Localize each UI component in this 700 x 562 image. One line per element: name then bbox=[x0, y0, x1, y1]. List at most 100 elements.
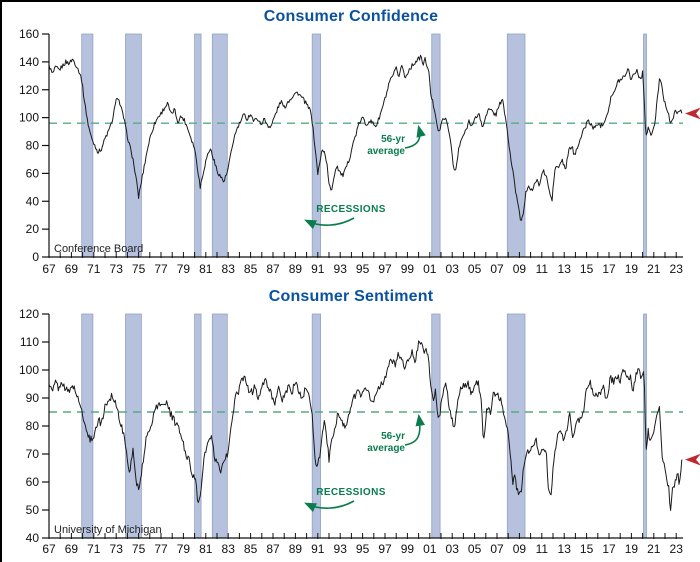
y-axis-tick-label: 120 bbox=[19, 83, 39, 97]
x-axis-tick-label: 83 bbox=[222, 542, 236, 556]
x-axis-tick-label: 05 bbox=[468, 262, 482, 276]
x-axis-tick-label: 01 bbox=[423, 262, 437, 276]
average-annotation-arrow bbox=[404, 413, 426, 446]
x-axis-tick-label: 99 bbox=[401, 542, 415, 556]
recession-band bbox=[643, 33, 647, 258]
recession-band bbox=[81, 313, 94, 539]
x-axis-tick-label: 75 bbox=[132, 262, 146, 276]
series-line bbox=[48, 54, 683, 221]
x-axis-tick-label: 97 bbox=[378, 262, 392, 276]
x-axis-tick-label: 97 bbox=[378, 542, 392, 556]
x-axis-tick-label: 19 bbox=[625, 262, 639, 276]
recession-band bbox=[311, 313, 322, 539]
latest-value-arrow-icon bbox=[685, 107, 700, 120]
x-axis-tick-label: 77 bbox=[154, 262, 168, 276]
x-axis-tick-label: 81 bbox=[199, 542, 213, 556]
recession-band bbox=[211, 313, 228, 539]
source-label: Conference Board bbox=[54, 243, 143, 255]
x-axis-tick-label: 03 bbox=[446, 542, 460, 556]
y-axis-tick-label: 40 bbox=[26, 531, 40, 545]
x-axis-tick-label: 85 bbox=[244, 262, 258, 276]
x-axis-tick-label: 09 bbox=[513, 542, 527, 556]
x-axis-tick-label: 05 bbox=[468, 542, 482, 556]
x-axis-tick-label: 21 bbox=[647, 542, 661, 556]
x-axis-tick-label: 19 bbox=[625, 542, 639, 556]
x-axis-tick-label: 73 bbox=[110, 542, 124, 556]
x-axis-tick-label: 09 bbox=[513, 262, 527, 276]
x-axis-tick-label: 91 bbox=[311, 262, 325, 276]
recession-band bbox=[194, 33, 202, 258]
chart-title-consumer-confidence: Consumer Confidence bbox=[263, 8, 439, 25]
x-axis-tick-label: 13 bbox=[558, 262, 572, 276]
x-axis-tick-label: 93 bbox=[334, 262, 348, 276]
y-axis-tick-label: 80 bbox=[26, 419, 40, 433]
recession-band bbox=[506, 33, 526, 258]
y-axis-tick-label: 110 bbox=[20, 335, 39, 349]
x-axis-tick-label: 87 bbox=[266, 262, 280, 276]
recession-band bbox=[431, 313, 441, 539]
x-axis-tick-label: 91 bbox=[311, 542, 325, 556]
y-axis-tick-label: 60 bbox=[26, 475, 40, 489]
x-axis-tick-label: 89 bbox=[289, 262, 303, 276]
x-axis-tick-label: 95 bbox=[356, 262, 370, 276]
x-axis-tick-label: 07 bbox=[490, 542, 504, 556]
x-axis-tick-label: 11 bbox=[536, 262, 549, 276]
x-axis-tick-label: 79 bbox=[177, 542, 191, 556]
recession-band bbox=[125, 33, 142, 258]
x-axis-tick-label: 15 bbox=[580, 542, 594, 556]
x-axis-tick-label: 93 bbox=[334, 542, 348, 556]
x-axis-tick-label: 17 bbox=[602, 542, 616, 556]
average-annotation-text: 56-yr bbox=[381, 134, 405, 145]
recession-band bbox=[506, 313, 526, 539]
x-axis-tick-label: 83 bbox=[222, 262, 236, 276]
x-axis-tick-label: 87 bbox=[266, 542, 280, 556]
y-axis-tick-label: 100 bbox=[19, 111, 39, 125]
recessions-annotation-text: RECESSIONS bbox=[316, 204, 386, 215]
x-axis-tick-label: 69 bbox=[65, 542, 79, 556]
x-axis-tick-label: 71 bbox=[87, 262, 101, 276]
y-axis-tick-label: 160 bbox=[19, 27, 39, 41]
y-axis-tick-label: 80 bbox=[26, 139, 40, 153]
average-annotation-text: 56-yr bbox=[381, 431, 405, 442]
y-axis-tick-label: 140 bbox=[19, 55, 39, 69]
y-axis-tick-label: 60 bbox=[26, 166, 40, 180]
x-axis-tick-label: 73 bbox=[110, 262, 124, 276]
recession-band bbox=[194, 313, 202, 539]
y-axis-tick-label: 120 bbox=[19, 307, 39, 321]
y-axis-tick-label: 70 bbox=[26, 447, 40, 461]
average-annotation-text: average bbox=[367, 443, 405, 454]
x-axis-tick-label: 15 bbox=[580, 262, 594, 276]
average-annotation-arrow bbox=[404, 124, 426, 149]
x-axis-tick-label: 75 bbox=[132, 542, 146, 556]
x-axis-tick-label: 89 bbox=[289, 542, 303, 556]
x-axis-tick-label: 23 bbox=[670, 262, 684, 276]
x-axis-tick-label: 69 bbox=[65, 262, 79, 276]
recessions-annotation-text: RECESSIONS bbox=[316, 487, 386, 498]
recession-band bbox=[81, 33, 94, 258]
latest-value-arrow-icon bbox=[685, 453, 700, 466]
x-axis-tick-label: 67 bbox=[42, 262, 56, 276]
y-axis-tick-label: 20 bbox=[26, 222, 40, 236]
x-axis-tick-label: 23 bbox=[670, 542, 684, 556]
y-axis-tick-label: 40 bbox=[26, 194, 40, 208]
x-axis-tick-label: 81 bbox=[199, 262, 213, 276]
x-axis-tick-label: 21 bbox=[647, 262, 661, 276]
average-annotation-text: average bbox=[367, 146, 405, 157]
y-axis-tick-label: 50 bbox=[26, 503, 40, 517]
x-axis-tick-label: 71 bbox=[87, 542, 101, 556]
recession-band bbox=[431, 33, 441, 258]
y-axis-tick-label: 0 bbox=[32, 250, 39, 264]
x-axis-tick-label: 13 bbox=[558, 542, 572, 556]
source-label: University of Michigan bbox=[54, 524, 162, 536]
recessions-annotation-arrow bbox=[304, 217, 355, 230]
recessions-annotation-arrow bbox=[304, 500, 355, 513]
x-axis-tick-label: 17 bbox=[602, 262, 616, 276]
x-axis-tick-label: 79 bbox=[177, 262, 191, 276]
y-axis-tick-label: 100 bbox=[19, 363, 39, 377]
x-axis-tick-label: 77 bbox=[154, 542, 168, 556]
recession-band bbox=[125, 313, 142, 539]
chart-title-consumer-sentiment: Consumer Sentiment bbox=[268, 288, 434, 305]
recession-band bbox=[211, 33, 228, 258]
